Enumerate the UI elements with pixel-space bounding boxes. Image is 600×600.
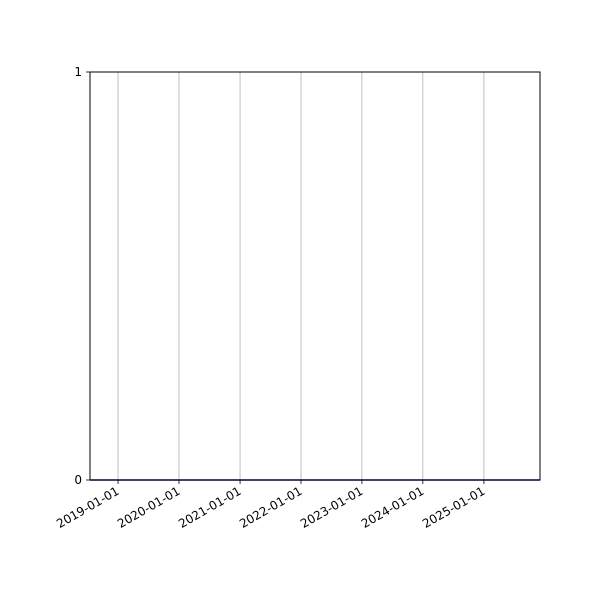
y-tick-label: 0 [74,473,82,487]
x-axis: 2019-01-012020-01-012021-01-012022-01-01… [54,480,487,531]
x-tick-label: 2024-01-01 [359,484,426,531]
x-tick-label: 2019-01-01 [54,484,121,531]
y-axis: 01 [74,65,90,487]
x-tick-label: 2023-01-01 [298,484,365,531]
y-tick-label: 1 [74,65,82,79]
x-tick-label: 2022-01-01 [237,484,304,531]
x-tick-label: 2025-01-01 [420,484,487,531]
grid [117,72,485,480]
x-tick-label: 2021-01-01 [176,484,243,531]
x-tick-label: 2020-01-01 [115,484,182,531]
axes-frame [89,71,541,481]
